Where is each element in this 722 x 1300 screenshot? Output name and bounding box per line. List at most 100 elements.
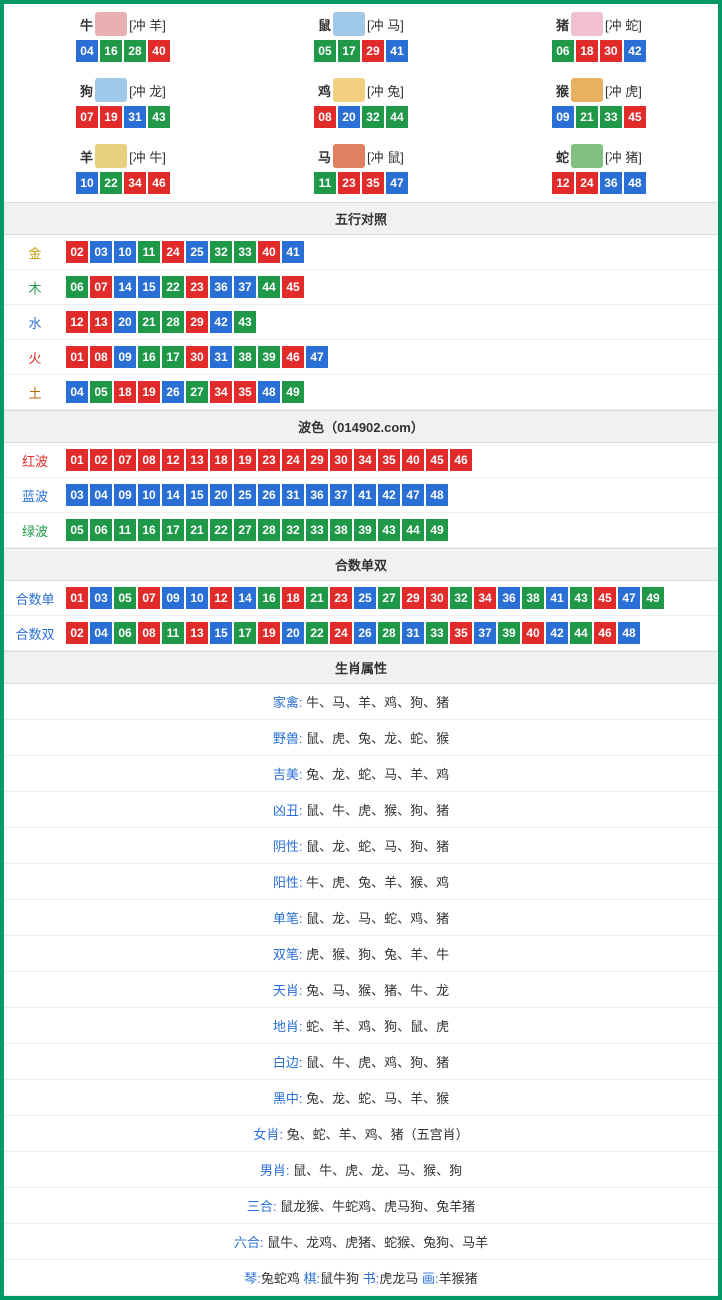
number-ball: 23 [186,276,208,298]
zodiac-conflict: [冲 羊] [129,15,166,34]
attr-key: 单笔: [273,911,303,926]
number-ball: 37 [234,276,256,298]
zodiac-name: 猴 [556,81,569,100]
number-ball: 43 [378,519,400,541]
zodiac-numbers: 11233547 [242,172,480,194]
attr-row: 单笔: 鼠、龙、马、蛇、鸡、猪 [4,900,718,936]
number-ball: 41 [386,40,408,62]
zodiac-numbers: 09213345 [480,106,718,128]
table-row: 水1213202128294243 [4,305,718,340]
attr-value: 鼠、牛、虎、猴、狗、猪 [303,803,450,818]
zodiac-numbers: 10223446 [4,172,242,194]
number-ball: 49 [642,587,664,609]
number-ball: 46 [450,449,472,471]
number-ball: 09 [162,587,184,609]
zodiac-numbers: 04162840 [4,40,242,62]
zodiac-cell: 鼠[冲 马]05172941 [242,4,480,70]
attr-row: 黑中: 兔、龙、蛇、马、羊、猴 [4,1080,718,1116]
table-row: 合数单0103050709101214161821232527293032343… [4,581,718,616]
row-numbers: 0102070812131819232429303435404546 [66,449,472,471]
number-ball: 36 [210,276,232,298]
attr-row: 家禽: 牛、马、羊、鸡、狗、猪 [4,684,718,720]
zodiac-name: 鸡 [318,81,331,100]
number-ball: 16 [100,40,122,62]
zodiac-cell: 牛[冲 羊]04162840 [4,4,242,70]
number-ball: 28 [124,40,146,62]
number-ball: 47 [386,172,408,194]
number-ball: 17 [162,519,184,541]
number-ball: 28 [162,311,184,333]
zodiac-name: 蛇 [556,147,569,166]
number-ball: 11 [162,622,184,644]
number-ball: 40 [148,40,170,62]
number-ball: 17 [338,40,360,62]
row-label: 土 [12,383,58,402]
number-ball: 43 [148,106,170,128]
wuxing-header: 五行对照 [4,202,718,235]
number-ball: 06 [66,276,88,298]
number-ball: 18 [114,381,136,403]
row-numbers: 02031011242532334041 [66,241,304,263]
number-ball: 15 [138,276,160,298]
number-ball: 42 [546,622,568,644]
attr-value: 鼠、龙、马、蛇、鸡、猪 [303,911,450,926]
row-numbers: 0204060811131517192022242628313335373940… [66,622,640,644]
zodiac-conflict: [冲 猪] [605,147,642,166]
number-ball: 26 [258,484,280,506]
number-ball: 35 [450,622,472,644]
attr-key: 凶丑: [273,803,303,818]
number-ball: 31 [210,346,232,368]
number-ball: 07 [90,276,112,298]
number-ball: 06 [552,40,574,62]
number-ball: 08 [138,622,160,644]
zodiac-numbers: 07193143 [4,106,242,128]
table-row: 绿波05061116172122272832333839434449 [4,513,718,548]
attr-value: 蛇、羊、鸡、狗、鼠、虎 [303,1019,450,1034]
attr-header: 生肖属性 [4,651,718,684]
number-ball: 47 [618,587,640,609]
number-ball: 10 [186,587,208,609]
number-ball: 04 [76,40,98,62]
number-ball: 12 [210,587,232,609]
number-ball: 37 [330,484,352,506]
attr-row: 阳性: 牛、虎、兔、羊、猴、鸡 [4,864,718,900]
number-ball: 01 [66,587,88,609]
number-ball: 40 [402,449,424,471]
number-ball: 32 [282,519,304,541]
number-ball: 44 [258,276,280,298]
number-ball: 30 [330,449,352,471]
number-ball: 12 [162,449,184,471]
number-ball: 20 [282,622,304,644]
attr-row: 白边: 鼠、牛、虎、鸡、狗、猪 [4,1044,718,1080]
number-ball: 04 [66,381,88,403]
zodiac-numbers: 12243648 [480,172,718,194]
row-numbers: 04051819262734354849 [66,381,304,403]
attr-row: 男肖: 鼠、牛、虎、龙、马、猴、狗 [4,1152,718,1188]
attr-key: 阳性: [273,875,303,890]
number-ball: 46 [282,346,304,368]
number-ball: 22 [162,276,184,298]
number-ball: 11 [138,241,160,263]
heshu-header: 合数单双 [4,548,718,581]
attr-key: 棋: [304,1271,321,1286]
number-ball: 28 [258,519,280,541]
number-ball: 32 [210,241,232,263]
number-ball: 14 [162,484,184,506]
number-ball: 35 [378,449,400,471]
number-ball: 20 [114,311,136,333]
zodiac-icon [571,12,603,36]
number-ball: 25 [186,241,208,263]
number-ball: 25 [354,587,376,609]
number-ball: 07 [114,449,136,471]
attr-key: 白边: [273,1055,303,1070]
number-ball: 32 [450,587,472,609]
number-ball: 41 [546,587,568,609]
number-ball: 21 [306,587,328,609]
row-label: 合数双 [12,624,58,643]
number-ball: 10 [114,241,136,263]
zodiac-cell: 狗[冲 龙]07193143 [4,70,242,136]
zodiac-conflict: [冲 蛇] [605,15,642,34]
bose-header: 波色（014902.com） [4,410,718,443]
row-numbers: 0103050709101214161821232527293032343638… [66,587,664,609]
number-ball: 19 [138,381,160,403]
